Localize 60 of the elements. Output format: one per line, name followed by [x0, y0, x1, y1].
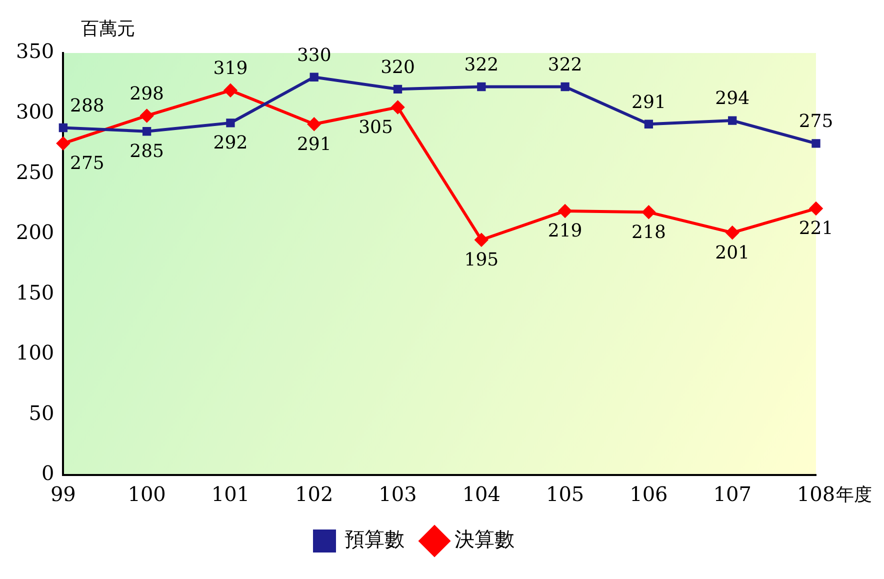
data-label: 275: [798, 111, 834, 132]
point: [58, 123, 68, 132]
point: [810, 202, 822, 216]
point: [560, 82, 570, 92]
point: [142, 127, 152, 136]
point: [56, 136, 70, 150]
data-label: 292: [213, 132, 248, 154]
y-tick-label: 100: [16, 340, 54, 365]
data-label: 330: [296, 44, 332, 66]
point: [391, 100, 404, 114]
legend-label: 預算數: [344, 527, 404, 552]
point: [728, 116, 737, 125]
data-label: 298: [130, 83, 164, 104]
data-label: 285: [130, 141, 164, 162]
point: [477, 82, 486, 92]
point: [642, 206, 656, 219]
point: [224, 84, 237, 97]
point: [140, 109, 154, 122]
data-label: 291: [296, 134, 332, 155]
x-tick-label: 100: [128, 482, 166, 506]
data-label: 291: [632, 92, 666, 113]
x-tick-label: 103: [378, 482, 417, 506]
x-axis-title: 年度: [836, 484, 872, 506]
y-tick-label: 200: [16, 220, 54, 244]
data-label: 275: [70, 153, 104, 174]
point: [474, 233, 488, 246]
x-tick-label: 106: [630, 482, 668, 506]
data-label: 305: [358, 116, 393, 138]
data-label: 320: [380, 56, 415, 78]
point: [226, 118, 235, 128]
point: [558, 204, 572, 218]
data-label: 195: [464, 250, 499, 271]
legend-label: 決算數: [454, 527, 514, 552]
data-label: 322: [464, 54, 499, 76]
data-label: 319: [213, 58, 248, 80]
data-label: 221: [798, 218, 834, 240]
y-tick-label: 250: [16, 160, 54, 184]
y-tick-label: 50: [28, 400, 54, 425]
point: [726, 226, 739, 240]
data-label: 294: [715, 88, 750, 110]
point: [393, 84, 402, 94]
x-tick-label: 105: [546, 482, 584, 506]
point: [310, 72, 318, 82]
y-axis-title: 百萬元: [81, 18, 136, 40]
y-tick-label: 300: [16, 99, 54, 124]
data-label: 322: [548, 54, 582, 76]
data-label: 219: [548, 220, 582, 242]
x-tick-label: 101: [211, 482, 250, 506]
point: [812, 139, 820, 148]
point: [644, 120, 654, 128]
x-tick-label: 108: [796, 482, 836, 506]
point: [308, 118, 321, 131]
x-tick-label: 107: [713, 482, 752, 506]
data-label: 201: [715, 242, 750, 264]
data-label: 218: [632, 222, 666, 243]
x-tick-label: 102: [295, 482, 334, 506]
y-tick-label: 150: [16, 280, 54, 304]
data-label: 288: [70, 95, 104, 116]
x-tick-label: 104: [462, 482, 501, 506]
y-tick-label: 350: [16, 39, 54, 64]
